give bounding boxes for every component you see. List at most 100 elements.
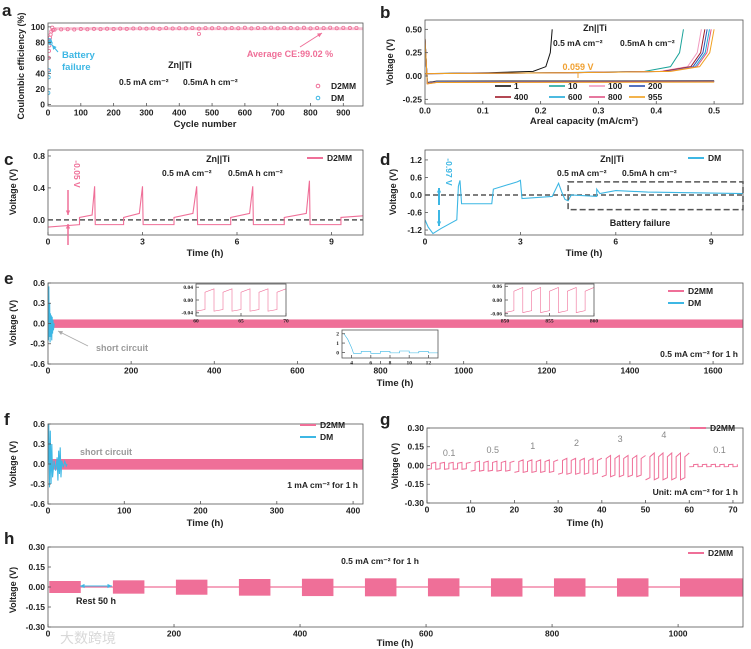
x-tick-label: 0.5 xyxy=(708,106,720,116)
y-axis-label: Voltage (V) xyxy=(8,567,18,613)
series-d2mm-point xyxy=(229,26,234,31)
panel-letter: b xyxy=(380,3,390,22)
x-tick-label: 0 xyxy=(423,237,428,247)
y-tick-label: -1.2 xyxy=(407,225,422,235)
cell-system-label: Zn||Ti xyxy=(600,154,624,164)
series-dm-line xyxy=(425,179,743,235)
average-ce-label: Average CE:99.02 % xyxy=(247,49,333,59)
x-tick-label: 10 xyxy=(406,361,412,367)
series-d2mm-cycling-block xyxy=(490,578,523,597)
legend-label: 955 xyxy=(648,92,662,102)
legend-label: 1 xyxy=(514,81,519,91)
y-tick-label: 0.6 xyxy=(410,172,422,182)
y-axis-label: Voltage (V) xyxy=(385,39,395,85)
y-tick-label: 0.50 xyxy=(405,24,422,34)
series-d2mm-point xyxy=(48,32,53,37)
y-tick-label: 0.00 xyxy=(405,71,422,81)
series-d2mm-point xyxy=(91,26,96,31)
x-tick-label: 200 xyxy=(124,366,138,376)
y-tick-label: -0.3 xyxy=(30,479,45,489)
series-d2mm-line xyxy=(48,180,363,228)
y-tick-label: 1.2 xyxy=(410,155,422,165)
y-axis-label: Voltage (V) xyxy=(8,169,18,215)
series-d2mm-cycling-block xyxy=(112,580,145,594)
series-d2mm-cycling-block xyxy=(175,579,208,595)
series-d2mm-point xyxy=(105,26,110,31)
series-d2mm-point xyxy=(183,26,188,31)
x-tick-label: 6 xyxy=(235,237,240,247)
plot-area xyxy=(425,179,743,235)
x-tick-label: 0 xyxy=(425,505,430,515)
panel-g: g Voltage (V) Time (h) 0.1 0.5 1 2 3 4 0.1 0 10 20 30… xyxy=(380,410,744,529)
test-condition-label: 0.5 mA cm⁻² for 1 h xyxy=(341,556,419,566)
x-tick-label: 800 xyxy=(373,366,387,376)
series-d2mm-cycling-block xyxy=(238,579,271,596)
series-d2mm-point xyxy=(144,26,149,31)
panel-letter: e xyxy=(4,269,13,288)
x-tick-label: 0.2 xyxy=(535,106,547,116)
y-tick-label: 20 xyxy=(36,84,46,94)
battery-failure-label: Battery xyxy=(62,50,95,61)
x-tick-label: 800 xyxy=(545,629,559,639)
y-tick-label: 0.0 xyxy=(33,215,45,225)
x-tick-label: 200 xyxy=(193,506,207,516)
legend-entry-dm: DM xyxy=(315,93,344,103)
series-d2mm-point xyxy=(72,27,77,32)
battery-failure-box xyxy=(567,181,744,211)
y-tick-label: 0.00 xyxy=(407,460,424,470)
x-tick-label: 9 xyxy=(709,237,714,247)
short-circuit-arrow xyxy=(57,330,89,347)
current-density-label: 0.5 mA cm⁻² xyxy=(119,77,169,87)
y-tick-label: 0.3 xyxy=(33,439,45,449)
series-d2mm-point xyxy=(301,25,306,30)
plot-area xyxy=(48,25,363,95)
y-tick-label: -0.6 xyxy=(30,359,45,369)
legend-label: DM xyxy=(331,93,344,103)
y-tick-label: 0.4 xyxy=(33,183,45,193)
x-axis-label: Time (h) xyxy=(377,378,414,389)
legend-label: 400 xyxy=(514,92,528,102)
x-tick-label: 0.4 xyxy=(650,106,662,116)
series-d2mm-point xyxy=(308,26,313,31)
current-density-label: 0.1 xyxy=(443,448,456,458)
battery-failure-label: Battery failure xyxy=(610,218,671,228)
series-d2mm-point xyxy=(242,25,247,30)
x-tick-label: 0 xyxy=(46,366,51,376)
series-d2mm-point xyxy=(321,26,326,31)
series-d2mm-point xyxy=(150,26,155,31)
average-ce-arrow xyxy=(299,32,323,48)
overpotential-arrow-down xyxy=(436,210,442,226)
legend-label: DM xyxy=(708,153,721,163)
x-axis-label: Time (h) xyxy=(187,518,224,529)
legend-label: D2MM xyxy=(710,423,735,433)
series-d2mm-point xyxy=(157,26,162,31)
legend-entry-d2mm: D2MM xyxy=(315,81,356,91)
overpotential-arrow-down xyxy=(65,190,71,215)
y-tick-label: 0.00 xyxy=(28,582,45,592)
y-tick-label: 0.30 xyxy=(407,423,424,433)
battery-failure-label: failure xyxy=(62,62,91,73)
x-tick-label: 40 xyxy=(597,505,607,515)
test-condition-label: 1 mA cm⁻² for 1 h xyxy=(287,480,358,490)
x-tick-label: 1600 xyxy=(704,366,723,376)
series-d2mm-point xyxy=(255,25,260,30)
series-d2mm-point xyxy=(203,26,208,31)
y-axis-label: Voltage (V) xyxy=(8,300,18,346)
watermark: 大数跨境 xyxy=(60,631,116,647)
y-tick-label: 0.3 xyxy=(33,298,45,308)
y-tick-label: 0.15 xyxy=(28,562,45,572)
y-tick-label: 0.6 xyxy=(33,419,45,429)
series-d2mm-point xyxy=(288,26,293,31)
current-density-label: 2 xyxy=(574,438,579,448)
x-tick-label: 100 xyxy=(74,108,88,118)
series-d2mm-point xyxy=(236,26,241,31)
y-tick-label: -0.6 xyxy=(30,499,45,509)
x-tick-label: 50 xyxy=(641,505,651,515)
x-tick-label: 0.0 xyxy=(419,106,431,116)
short-circuit-label: short circuit xyxy=(96,343,148,353)
current-density-label: 0.5 mA cm⁻² xyxy=(162,168,212,178)
current-density-label: 3 xyxy=(618,434,623,444)
legend-marker xyxy=(315,95,321,101)
x-tick-label: 70 xyxy=(728,505,738,515)
